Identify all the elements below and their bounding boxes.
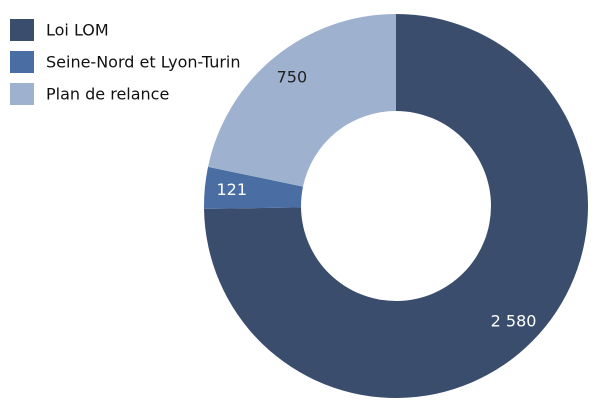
donut-segment: [204, 166, 303, 209]
data-label: 750: [277, 67, 308, 86]
legend-swatch: [10, 51, 34, 73]
legend-label: Seine-Nord et Lyon-Turin: [46, 53, 241, 72]
legend-label: Loi LOM: [46, 21, 109, 40]
donut-segment: [208, 14, 396, 187]
legend-swatch: [10, 83, 34, 105]
legend-label: Plan de relance: [46, 85, 169, 104]
legend-swatch: [10, 19, 34, 41]
data-label: 121: [216, 180, 247, 199]
data-label: 2 580: [491, 311, 537, 330]
donut-segment: [204, 14, 588, 398]
